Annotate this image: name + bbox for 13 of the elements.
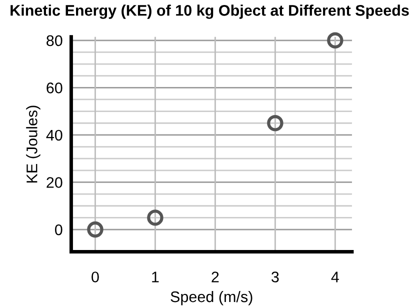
x-axis-title: Speed (m/s) — [170, 290, 252, 306]
x-tick-label: 1 — [152, 272, 159, 282]
y-tick-label: 40 — [46, 130, 62, 141]
y-tick-label: 80 — [46, 35, 62, 46]
x-tick-label: 3 — [272, 272, 279, 282]
y-tick-label: 60 — [46, 82, 62, 94]
x-tick-label: 4 — [331, 272, 339, 282]
x-tick-label: 0 — [92, 272, 99, 282]
chart-title: Kinetic Energy (KE) of 10 kg Object at Different Speeds — [10, 4, 409, 19]
y-axis-title: KE (Joules) — [26, 106, 40, 183]
y-tick-label: 20 — [46, 177, 62, 188]
x-tick-label: 2 — [212, 272, 219, 282]
y-tick-label: 0 — [55, 224, 62, 236]
